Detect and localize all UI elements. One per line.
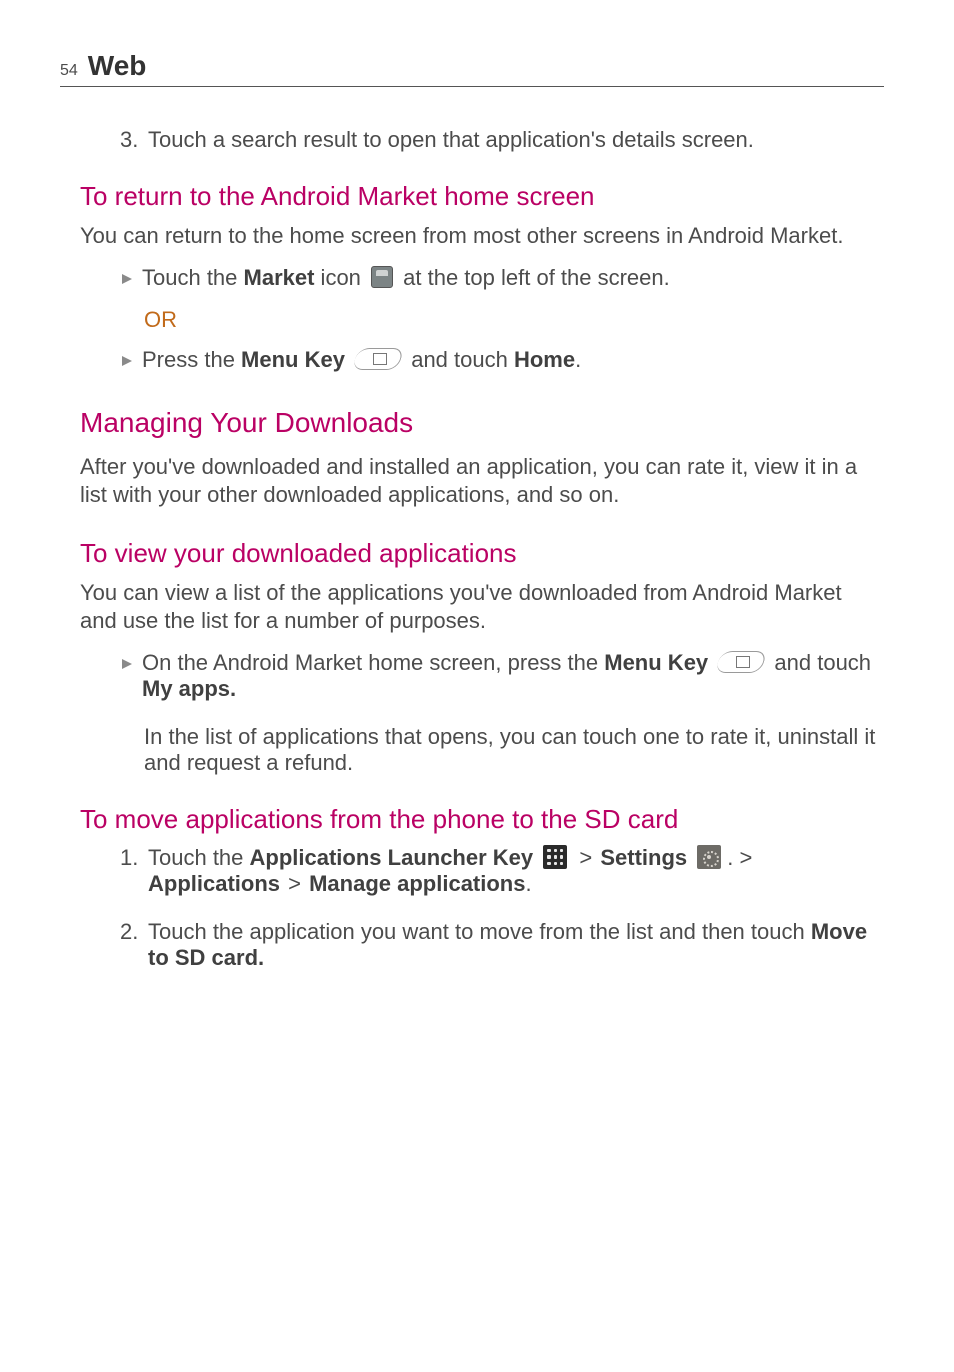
ms1-bold4: Manage applications xyxy=(309,871,525,896)
bullet-arrow-icon xyxy=(120,265,134,291)
ms1-pre: Touch the xyxy=(148,845,250,870)
vd-pre: On the Android Market home screen, press… xyxy=(142,650,604,675)
return-bullet-2-text: Press the Menu Key and touch Home. xyxy=(142,347,884,373)
ms1-text: Touch the Applications Launcher Key > Se… xyxy=(148,845,754,897)
market-icon xyxy=(371,266,393,288)
ms1-bold2: Settings xyxy=(600,845,687,870)
view-dl-bullets: On the Android Market home screen, press… xyxy=(80,650,884,776)
vd-bold1: Menu Key xyxy=(604,650,708,675)
return-bullet-2: Press the Menu Key and touch Home. xyxy=(120,347,884,373)
rb2-end: . xyxy=(575,347,581,372)
rb1-bold: Market xyxy=(244,265,315,290)
return-intro: You can return to the home screen from m… xyxy=(80,222,884,251)
rb2-mid: and touch xyxy=(405,347,514,372)
or-separator: OR xyxy=(144,307,884,333)
move-sd-step-1: 1. Touch the Applications Launcher Key >… xyxy=(120,845,884,897)
menu-key-icon xyxy=(352,348,405,370)
ms1-bold3: Applications xyxy=(148,871,280,896)
step-3-block: 3. Touch a search result to open that ap… xyxy=(80,127,884,153)
settings-gear-icon xyxy=(697,845,721,869)
ms1-gt3: > xyxy=(280,871,309,896)
move-sd-steps: 1. Touch the Applications Launcher Key >… xyxy=(80,845,884,971)
rb2-bold2: Home xyxy=(514,347,575,372)
return-bullet-1-text: Touch the Market icon at the top left of… xyxy=(142,265,884,291)
vd-mid: and touch xyxy=(768,650,871,675)
page-content: 3. Touch a search result to open that ap… xyxy=(60,127,884,971)
rb2-pre: Press the xyxy=(142,347,241,372)
heading-move-sd: To move applications from the phone to t… xyxy=(80,804,884,835)
view-dl-bullet-1-text: On the Android Market home screen, press… xyxy=(142,650,884,702)
ms2-text: Touch the application you want to move f… xyxy=(148,919,884,971)
ms1-gt2: . > xyxy=(725,845,754,870)
move-sd-step-2: 2. Touch the application you want to mov… xyxy=(120,919,884,971)
menu-key-icon xyxy=(715,651,768,673)
view-dl-bullet-1: On the Android Market home screen, press… xyxy=(120,650,884,702)
ms1-bold1: Applications Launcher Key xyxy=(250,845,534,870)
managing-intro: After you've downloaded and installed an… xyxy=(80,453,884,510)
ms1-end: . xyxy=(525,871,531,896)
apps-launcher-icon xyxy=(543,845,567,869)
rb1-pre: Touch the xyxy=(142,265,244,290)
rb1-post: icon xyxy=(314,265,367,290)
ms2-pre: Touch the application you want to move f… xyxy=(148,919,811,944)
ms1-gt1: > xyxy=(571,845,600,870)
heading-return-market: To return to the Android Market home scr… xyxy=(80,181,884,212)
return-bullets: Touch the Market icon at the top left of… xyxy=(80,265,884,373)
view-dl-intro: You can view a list of the applications … xyxy=(80,579,884,636)
page-section-title: Web xyxy=(88,50,147,82)
heading-managing-downloads: Managing Your Downloads xyxy=(80,407,884,439)
page-number: 54 xyxy=(60,62,78,80)
rb1-tail: at the top left of the screen. xyxy=(397,265,670,290)
heading-view-downloaded: To view your downloaded applications xyxy=(80,538,884,569)
bullet-arrow-icon xyxy=(120,347,134,373)
page-header: 54 Web xyxy=(60,50,884,87)
rb2-bold1: Menu Key xyxy=(241,347,345,372)
step-3-text: Touch a search result to open that appli… xyxy=(148,127,754,153)
ms1-num: 1. xyxy=(120,845,142,897)
ms2-num: 2. xyxy=(120,919,142,971)
bullet-arrow-icon xyxy=(120,650,134,702)
step-3: 3. Touch a search result to open that ap… xyxy=(120,127,884,153)
vd-bold2: My apps. xyxy=(142,676,236,701)
return-bullet-1: Touch the Market icon at the top left of… xyxy=(120,265,884,291)
step-3-number: 3. xyxy=(120,127,142,153)
view-dl-subtext: In the list of applications that opens, … xyxy=(120,724,884,776)
